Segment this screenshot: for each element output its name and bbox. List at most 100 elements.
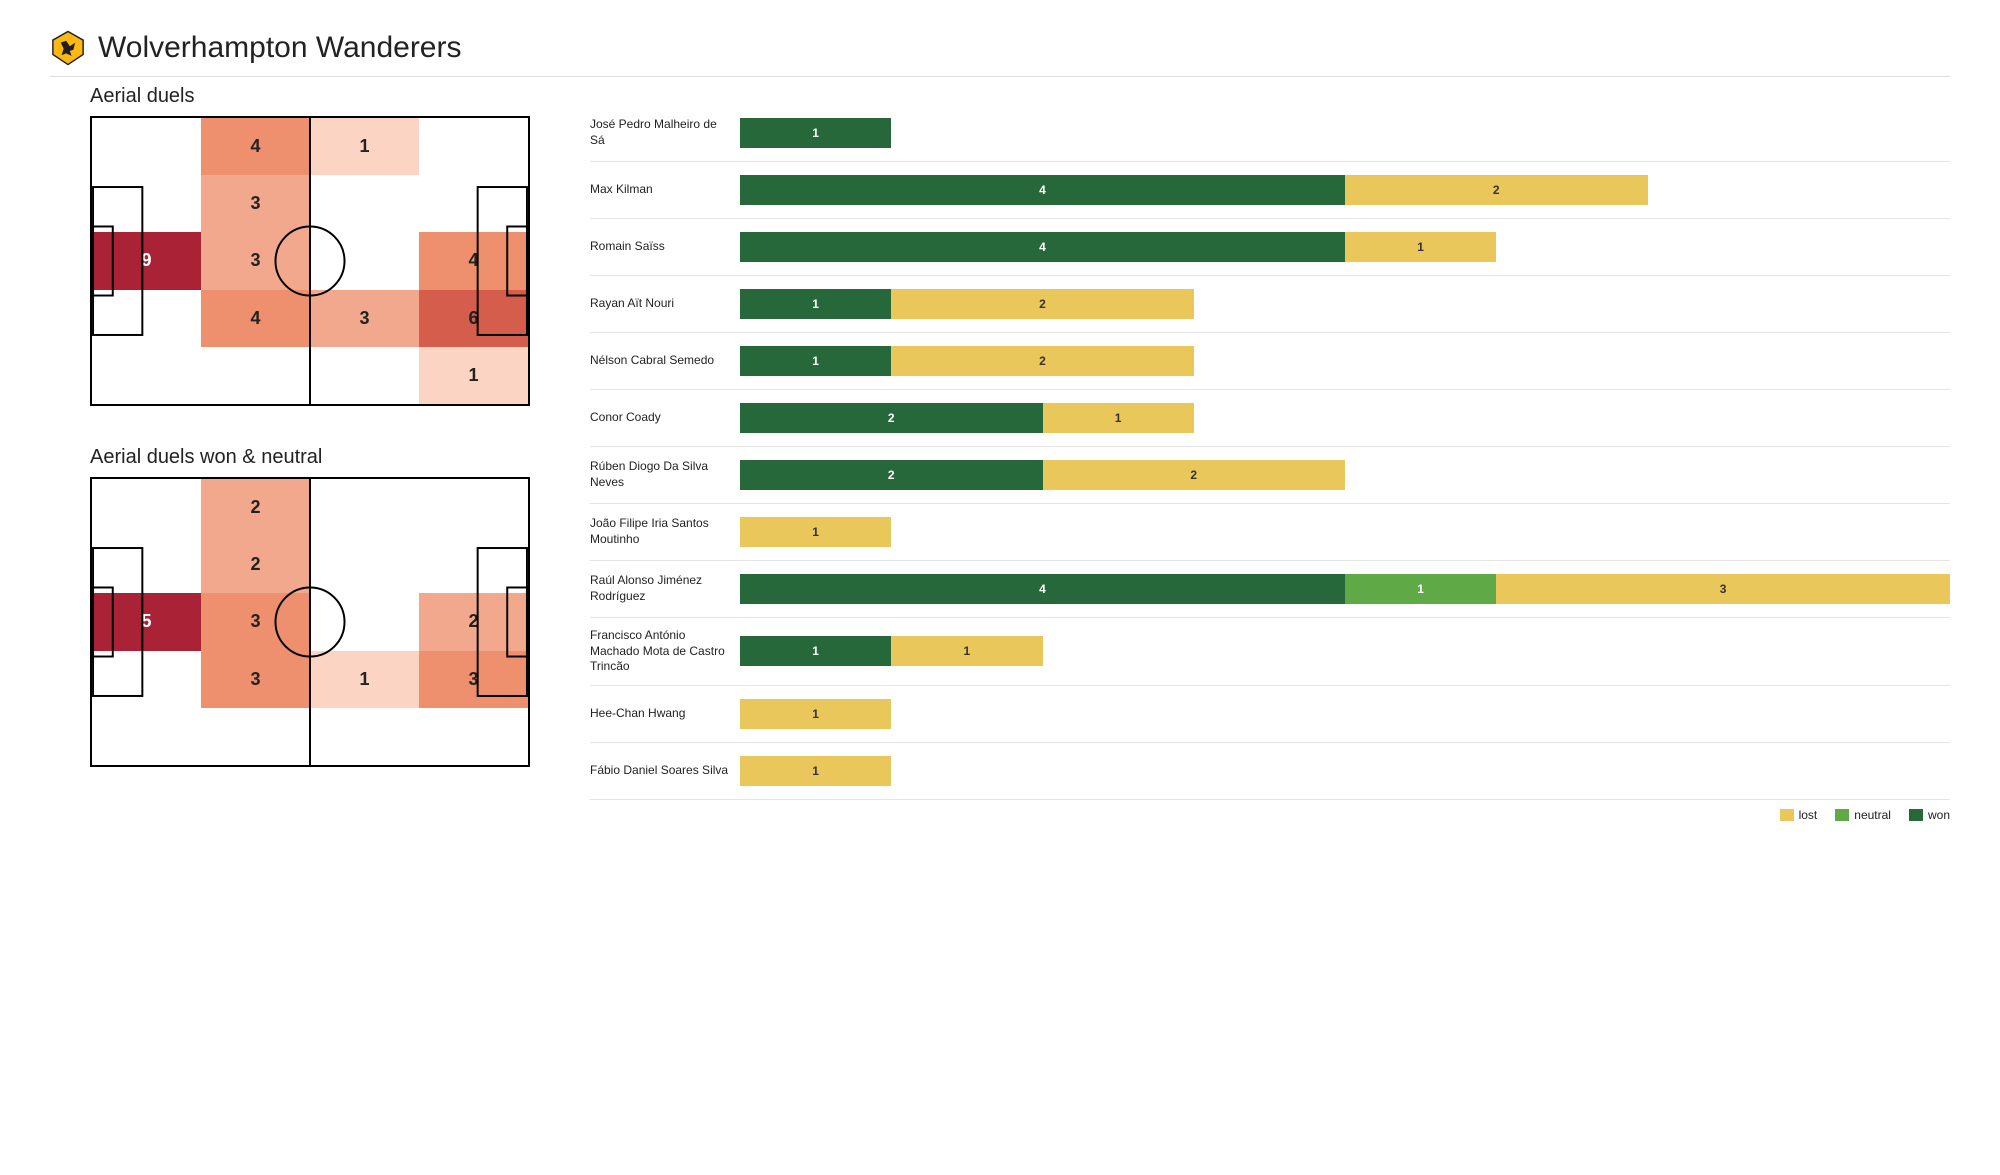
bar-track: 12 <box>740 346 1950 376</box>
bar-segment-lost: 1 <box>740 517 891 547</box>
bar-track: 1 <box>740 118 1950 148</box>
bar-track: 12 <box>740 289 1950 319</box>
legend: lost neutral won <box>590 800 1950 830</box>
bar-track: 41 <box>740 232 1950 262</box>
bar-track: 1 <box>740 756 1950 786</box>
heatmap-cell <box>419 479 528 536</box>
heatmap-cell <box>419 175 528 232</box>
heatmap-cell: 1 <box>310 118 419 175</box>
player-row: Rúben Diogo Da Silva Neves22 <box>590 447 1950 504</box>
heatmap-cell <box>92 175 201 232</box>
heatmap-cell <box>92 347 201 404</box>
heatmap-cell: 3 <box>310 290 419 347</box>
player-name: Conor Coady <box>590 410 740 426</box>
heatmap-cell <box>419 536 528 593</box>
heatmaps-column: Aerial duels 4139344361 Aerial duels won… <box>50 85 550 807</box>
team-crest-icon <box>50 30 86 66</box>
player-bars-list: José Pedro Malheiro de Sá1Max Kilman42Ro… <box>590 105 1950 800</box>
heatmap-cell: 4 <box>419 232 528 289</box>
legend-item-won: won <box>1909 808 1950 822</box>
player-name: Francisco António Machado Mota de Castro… <box>590 628 740 675</box>
heatmap-cell <box>92 536 201 593</box>
heatmap-cell: 3 <box>201 232 310 289</box>
bar-segment-lost: 1 <box>1345 232 1496 262</box>
player-name: José Pedro Malheiro de Sá <box>590 117 740 148</box>
legend-swatch <box>1835 809 1849 821</box>
player-row: Nélson Cabral Semedo12 <box>590 333 1950 390</box>
content-area: Aerial duels 4139344361 Aerial duels won… <box>50 85 1950 830</box>
legend-swatch <box>1909 809 1923 821</box>
heatmap-block-bottom: Aerial duels won & neutral 22532313 <box>90 446 550 767</box>
bar-segment-lost: 1 <box>740 756 891 786</box>
legend-item-neutral: neutral <box>1835 808 1891 822</box>
heatmap-cell: 6 <box>419 290 528 347</box>
heatmap-cell <box>201 347 310 404</box>
bar-segment-lost: 1 <box>1043 403 1194 433</box>
bar-segment-lost: 2 <box>891 289 1194 319</box>
bar-segment-won: 1 <box>740 346 891 376</box>
bar-track: 42 <box>740 175 1950 205</box>
player-row: José Pedro Malheiro de Sá1 <box>590 105 1950 162</box>
heatmap-cell: 4 <box>201 290 310 347</box>
heatmap-cell: 1 <box>310 651 419 708</box>
heatmap-cell <box>92 651 201 708</box>
heatmap-cell <box>92 479 201 536</box>
bar-segment-lost: 1 <box>740 699 891 729</box>
player-name: Max Kilman <box>590 182 740 198</box>
player-name: Rayan Aït Nouri <box>590 296 740 312</box>
heatmap-cell: 2 <box>201 479 310 536</box>
player-name: Nélson Cabral Semedo <box>590 353 740 369</box>
heatmap-cell <box>310 593 419 650</box>
bar-segment-lost: 2 <box>1043 460 1346 490</box>
legend-label: won <box>1928 808 1950 822</box>
heatmap-cell: 4 <box>201 118 310 175</box>
heatmap-cell: 3 <box>201 175 310 232</box>
heatmap-cell <box>310 232 419 289</box>
heatmap-cell <box>310 536 419 593</box>
player-name: Romain Saïss <box>590 239 740 255</box>
heatmap-pitch-top: 4139344361 <box>90 116 530 406</box>
player-name: Fábio Daniel Soares Silva <box>590 763 740 779</box>
heatmap-cell <box>201 708 310 765</box>
player-name: Hee-Chan Hwang <box>590 706 740 722</box>
heatmap-block-top: Aerial duels 4139344361 <box>90 85 550 406</box>
team-name: Wolverhampton Wanderers <box>98 31 462 65</box>
player-row: Hee-Chan Hwang1 <box>590 686 1950 743</box>
heatmap-title-bottom: Aerial duels won & neutral <box>90 446 550 469</box>
heatmap-cell <box>92 708 201 765</box>
heatmap-cell: 2 <box>201 536 310 593</box>
player-row: João Filipe Iria Santos Moutinho1 <box>590 504 1950 561</box>
heatmap-pitch-bottom: 22532313 <box>90 477 530 767</box>
player-row: Francisco António Machado Mota de Castro… <box>590 618 1950 686</box>
heatmap-cell <box>310 479 419 536</box>
page-header: Wolverhampton Wanderers <box>50 30 1950 66</box>
player-row: Conor Coady21 <box>590 390 1950 447</box>
heatmap-cell <box>419 118 528 175</box>
heatmap-cell <box>92 118 201 175</box>
heatmap-cell <box>92 290 201 347</box>
heatmap-cell: 3 <box>419 651 528 708</box>
player-row: Max Kilman42 <box>590 162 1950 219</box>
bar-segment-won: 4 <box>740 574 1345 604</box>
legend-item-lost: lost <box>1780 808 1818 822</box>
player-row: Rayan Aït Nouri12 <box>590 276 1950 333</box>
bar-segment-neutral: 1 <box>1345 574 1496 604</box>
legend-swatch <box>1780 809 1794 821</box>
player-row: Raúl Alonso Jiménez Rodríguez413 <box>590 561 1950 618</box>
heatmap-cell: 5 <box>92 593 201 650</box>
bar-segment-lost: 2 <box>891 346 1194 376</box>
bar-track: 1 <box>740 517 1950 547</box>
player-name: Rúben Diogo Da Silva Neves <box>590 459 740 490</box>
heatmap-title-top: Aerial duels <box>90 85 550 108</box>
bar-segment-won: 1 <box>740 118 891 148</box>
heatmap-cell <box>310 347 419 404</box>
header-divider <box>50 76 1950 77</box>
bar-segment-lost: 3 <box>1496 574 1950 604</box>
heatmap-cell <box>419 708 528 765</box>
player-row: Fábio Daniel Soares Silva1 <box>590 743 1950 800</box>
heatmap-cell: 1 <box>419 347 528 404</box>
player-name: João Filipe Iria Santos Moutinho <box>590 516 740 547</box>
bar-segment-won: 1 <box>740 636 891 666</box>
bar-segment-lost: 2 <box>1345 175 1648 205</box>
heatmap-cell: 2 <box>419 593 528 650</box>
